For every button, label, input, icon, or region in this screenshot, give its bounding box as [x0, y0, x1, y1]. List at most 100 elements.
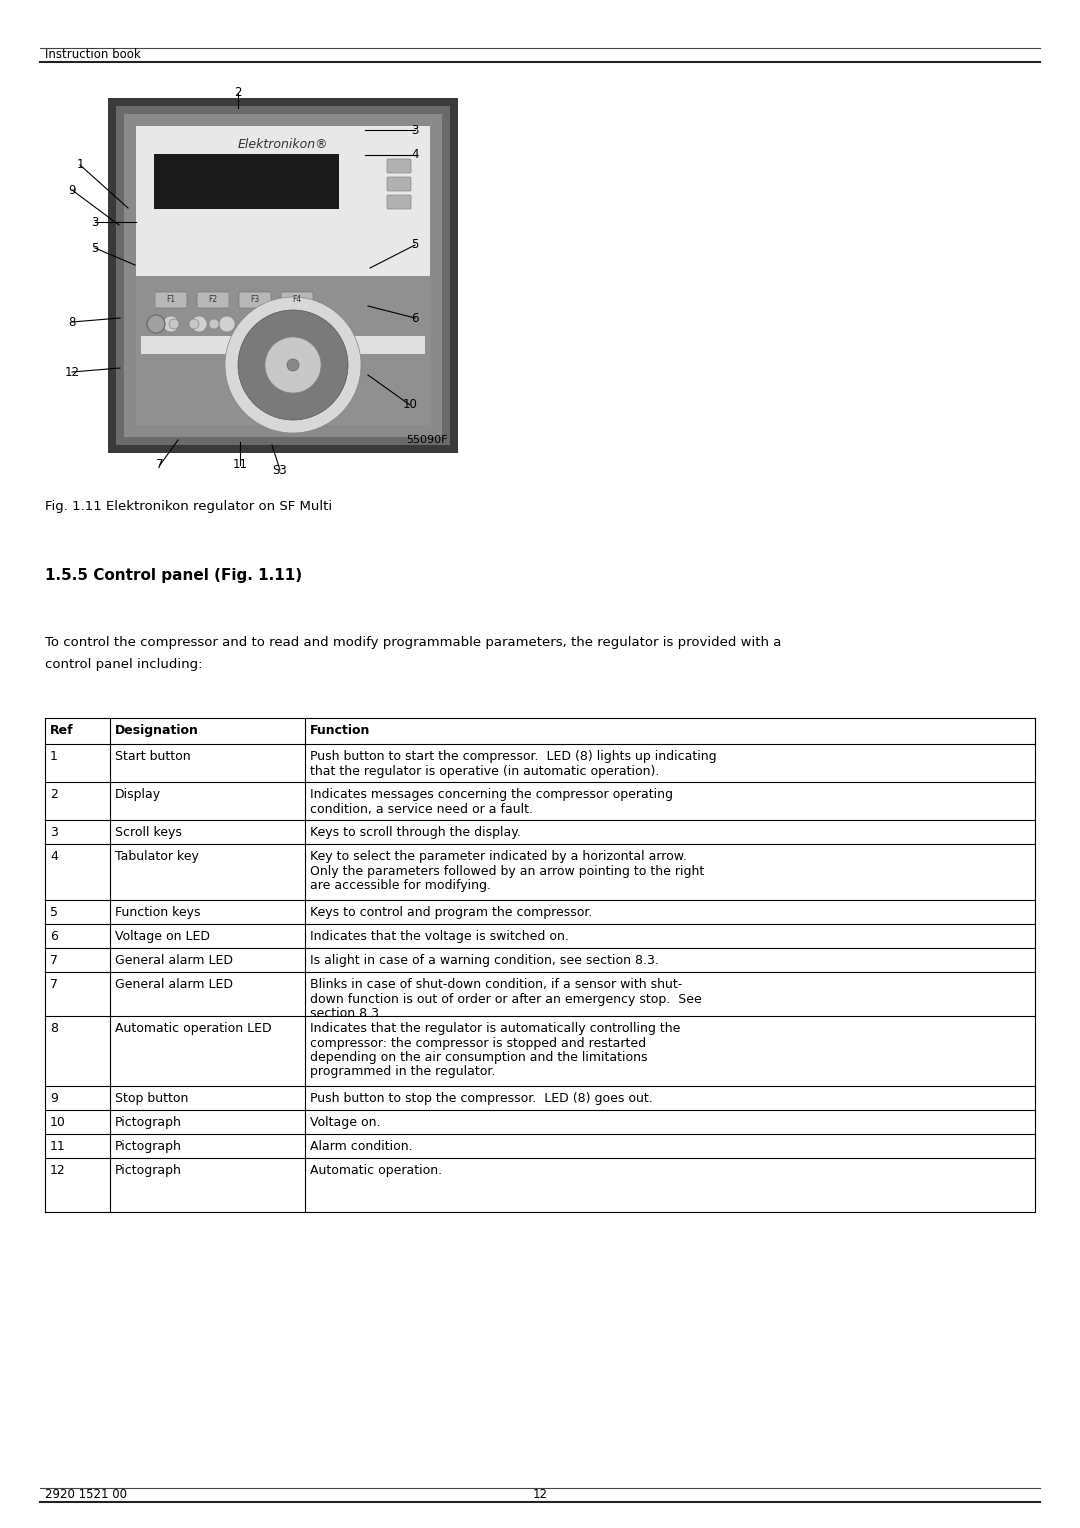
- Text: are accessible for modifying.: are accessible for modifying.: [310, 879, 491, 892]
- Text: compressor: the compressor is stopped and restarted: compressor: the compressor is stopped an…: [310, 1036, 646, 1050]
- Text: F2: F2: [208, 295, 217, 304]
- FancyBboxPatch shape: [239, 292, 271, 309]
- Text: 2920 1521 00: 2920 1521 00: [45, 1488, 127, 1502]
- Text: F4: F4: [293, 295, 301, 304]
- Text: Pictograph: Pictograph: [114, 1164, 181, 1177]
- Text: Function keys: Function keys: [114, 906, 201, 918]
- Text: To control the compressor and to read and modify programmable parameters, the re: To control the compressor and to read an…: [45, 636, 781, 649]
- Text: 1.5.5 Control panel (Fig. 1.11): 1.5.5 Control panel (Fig. 1.11): [45, 568, 302, 584]
- Text: Key to select the parameter indicated by a horizontal arrow.: Key to select the parameter indicated by…: [310, 850, 687, 863]
- Text: Designation: Designation: [114, 724, 199, 736]
- Text: condition, a service need or a fault.: condition, a service need or a fault.: [310, 802, 534, 816]
- Text: Only the parameters followed by an arrow pointing to the right: Only the parameters followed by an arrow…: [310, 865, 704, 877]
- FancyBboxPatch shape: [387, 159, 411, 173]
- Circle shape: [168, 319, 179, 329]
- Text: Ref: Ref: [50, 724, 73, 736]
- Text: 9: 9: [50, 1093, 58, 1105]
- Text: 6: 6: [411, 312, 419, 324]
- Bar: [136, 277, 430, 425]
- Circle shape: [287, 359, 299, 371]
- Text: S3: S3: [272, 463, 287, 477]
- Text: Scroll keys: Scroll keys: [114, 827, 181, 839]
- Text: 12: 12: [50, 1164, 66, 1177]
- Text: Fig. 1.11 Elektronikon regulator on SF Multi: Fig. 1.11 Elektronikon regulator on SF M…: [45, 500, 333, 513]
- Bar: [141, 336, 426, 354]
- Bar: [136, 125, 430, 425]
- FancyBboxPatch shape: [197, 292, 229, 309]
- Text: Is alight in case of a warning condition, see section 8.3.: Is alight in case of a warning condition…: [310, 953, 659, 967]
- Text: 1: 1: [50, 750, 58, 762]
- Text: Indicates that the regulator is automatically controlling the: Indicates that the regulator is automati…: [310, 1022, 680, 1034]
- FancyBboxPatch shape: [387, 196, 411, 209]
- Circle shape: [147, 315, 165, 333]
- Text: F1: F1: [166, 295, 176, 304]
- Text: Keys to control and program the compressor.: Keys to control and program the compress…: [310, 906, 592, 918]
- Bar: [124, 115, 442, 437]
- Text: F3: F3: [251, 295, 259, 304]
- Text: Keys to scroll through the display.: Keys to scroll through the display.: [310, 827, 521, 839]
- Text: 5: 5: [92, 241, 98, 255]
- Text: 8: 8: [50, 1022, 58, 1034]
- Text: 12: 12: [65, 365, 80, 379]
- Bar: [116, 105, 450, 445]
- Circle shape: [238, 310, 348, 420]
- Text: 10: 10: [50, 1115, 66, 1129]
- Text: 55090F: 55090F: [406, 435, 448, 445]
- Text: control panel including:: control panel including:: [45, 659, 203, 671]
- Text: Automatic operation LED: Automatic operation LED: [114, 1022, 272, 1034]
- Text: 5: 5: [50, 906, 58, 918]
- Text: Push button to start the compressor.  LED (8) lights up indicating: Push button to start the compressor. LED…: [310, 750, 717, 762]
- Circle shape: [225, 296, 361, 432]
- Bar: [108, 98, 458, 452]
- Text: that the regulator is operative (in automatic operation).: that the regulator is operative (in auto…: [310, 764, 660, 778]
- Text: General alarm LED: General alarm LED: [114, 953, 233, 967]
- Text: Automatic operation.: Automatic operation.: [310, 1164, 442, 1177]
- Text: 2: 2: [50, 788, 58, 801]
- Text: 11: 11: [50, 1140, 66, 1154]
- Text: 12: 12: [532, 1488, 548, 1502]
- Bar: [154, 154, 339, 209]
- Text: 4: 4: [411, 148, 419, 162]
- Text: Voltage on.: Voltage on.: [310, 1115, 380, 1129]
- Circle shape: [265, 338, 321, 393]
- Circle shape: [210, 319, 219, 329]
- FancyBboxPatch shape: [156, 292, 187, 309]
- Circle shape: [219, 316, 235, 332]
- Text: Pictograph: Pictograph: [114, 1140, 181, 1154]
- Text: Push button to stop the compressor.  LED (8) goes out.: Push button to stop the compressor. LED …: [310, 1093, 652, 1105]
- Text: 4: 4: [50, 850, 58, 863]
- Text: Voltage on LED: Voltage on LED: [114, 931, 210, 943]
- Text: 8: 8: [68, 315, 76, 329]
- Circle shape: [189, 319, 199, 329]
- Text: Pictograph: Pictograph: [114, 1115, 181, 1129]
- Circle shape: [163, 316, 179, 332]
- Text: 7: 7: [50, 953, 58, 967]
- Text: Start button: Start button: [114, 750, 191, 762]
- Circle shape: [191, 316, 207, 332]
- Text: 6: 6: [50, 931, 58, 943]
- FancyBboxPatch shape: [281, 292, 313, 309]
- Text: Indicates that the voltage is switched on.: Indicates that the voltage is switched o…: [310, 931, 569, 943]
- Text: Stop button: Stop button: [114, 1093, 188, 1105]
- Text: 9: 9: [68, 183, 76, 197]
- Text: Blinks in case of shut-down condition, if a sensor with shut-: Blinks in case of shut-down condition, i…: [310, 978, 683, 992]
- Text: 10: 10: [403, 399, 418, 411]
- Text: 3: 3: [92, 215, 98, 229]
- Text: Function: Function: [310, 724, 370, 736]
- Text: General alarm LED: General alarm LED: [114, 978, 233, 992]
- Text: down function is out of order or after an emergency stop.  See: down function is out of order or after a…: [310, 993, 702, 1005]
- Text: Display: Display: [114, 788, 161, 801]
- Text: Alarm condition.: Alarm condition.: [310, 1140, 413, 1154]
- Text: 7: 7: [157, 458, 164, 472]
- Text: 7: 7: [50, 978, 58, 992]
- Text: programmed in the regulator.: programmed in the regulator.: [310, 1065, 496, 1079]
- Text: depending on the air consumption and the limitations: depending on the air consumption and the…: [310, 1051, 648, 1063]
- Text: Indicates messages concerning the compressor operating: Indicates messages concerning the compre…: [310, 788, 673, 801]
- Text: 5: 5: [411, 238, 419, 252]
- FancyBboxPatch shape: [387, 177, 411, 191]
- Text: 2: 2: [234, 87, 242, 99]
- Text: Elektronikon®: Elektronikon®: [238, 138, 328, 150]
- Text: Tabulator key: Tabulator key: [114, 850, 199, 863]
- Bar: [136, 125, 430, 277]
- Text: 3: 3: [50, 827, 58, 839]
